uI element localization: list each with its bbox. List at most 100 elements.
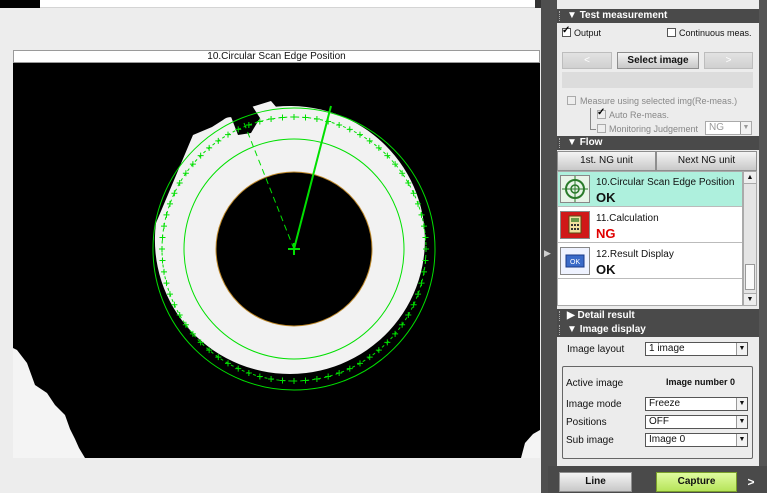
edge-point-marker bbox=[410, 301, 417, 308]
flow-list: 10.Circular Scan Edge Position OK 11.Cal… bbox=[557, 171, 743, 306]
edge-point-marker bbox=[418, 280, 425, 287]
edge-point-marker bbox=[392, 330, 399, 337]
measurement-image[interactable] bbox=[13, 63, 540, 458]
edge-point-marker bbox=[256, 118, 263, 125]
outer-scan-circle bbox=[152, 107, 436, 391]
edge-point-marker bbox=[245, 370, 252, 377]
detail-result-header[interactable]: ▶ Detail result bbox=[557, 309, 759, 323]
more-arrow-icon[interactable]: > bbox=[747, 475, 755, 489]
image-info-bar bbox=[562, 72, 753, 88]
edge-point-marker bbox=[268, 116, 275, 123]
edge-point-marker bbox=[420, 268, 427, 275]
edge-point-marker bbox=[422, 257, 429, 264]
image-window-title: 10.Circular Scan Edge Position bbox=[13, 50, 540, 63]
edge-point-marker bbox=[256, 373, 263, 380]
edge-point-marker bbox=[366, 137, 373, 144]
next-ng-unit-button[interactable]: Next NG unit bbox=[656, 151, 757, 171]
scan-line-solid bbox=[293, 105, 332, 250]
svg-text:OK: OK bbox=[570, 259, 580, 266]
flow-item-result-display[interactable]: OK 12.Result Display OK bbox=[558, 244, 742, 279]
line-button[interactable]: Line bbox=[559, 472, 632, 492]
edge-point-marker bbox=[336, 121, 343, 128]
edge-point-marker bbox=[176, 312, 183, 318]
edge-point-marker bbox=[159, 246, 165, 252]
expand-arrow-icon[interactable]: ▶ bbox=[544, 248, 551, 258]
image-layout-select[interactable]: 1 image ▼ bbox=[645, 342, 748, 356]
sub-image-label: Sub image bbox=[566, 435, 614, 446]
output-checkbox[interactable] bbox=[562, 25, 571, 37]
positions-select[interactable]: OFF ▼ bbox=[645, 415, 748, 429]
bottom-right-blob bbox=[521, 430, 540, 458]
edge-point-marker bbox=[189, 330, 196, 337]
monitoring-checkbox[interactable] bbox=[597, 124, 606, 133]
edge-point-marker bbox=[313, 375, 320, 382]
edge-point-marker bbox=[161, 223, 168, 230]
edge-point-marker bbox=[161, 268, 168, 275]
auto-remeas-checkbox[interactable] bbox=[597, 107, 606, 119]
edge-point-marker bbox=[206, 347, 213, 354]
flow-item-calculation[interactable]: 11.Calculation NG bbox=[558, 208, 742, 243]
flow-item-result: NG bbox=[596, 226, 616, 241]
edge-point-marker bbox=[423, 246, 429, 252]
edge-point-marker bbox=[291, 378, 297, 384]
chevron-down-icon: ▼ bbox=[736, 343, 747, 355]
select-image-button[interactable]: Select image bbox=[617, 52, 699, 69]
top-strip bbox=[0, 0, 546, 8]
flow-scrollbar[interactable]: ▲ ▼ bbox=[743, 171, 757, 306]
edge-point-marker bbox=[182, 321, 189, 328]
continuous-label: Continuous meas. bbox=[679, 28, 752, 38]
edge-point-marker bbox=[189, 161, 196, 168]
flow-item-circular-scan[interactable]: 10.Circular Scan Edge Position OK bbox=[558, 172, 742, 207]
image-display-header[interactable]: ▼ Image display bbox=[557, 323, 759, 337]
capture-button[interactable]: Capture bbox=[656, 472, 737, 492]
edge-point-marker bbox=[163, 211, 170, 218]
edge-point-marker bbox=[336, 370, 343, 377]
edge-point-marker bbox=[410, 190, 417, 197]
scroll-thumb[interactable] bbox=[745, 264, 755, 290]
edge-point-marker bbox=[346, 365, 353, 372]
edge-point-marker bbox=[357, 131, 363, 138]
flow-item-result: OK bbox=[596, 190, 616, 205]
edge-point-marker bbox=[405, 180, 412, 186]
sub-image-select[interactable]: Image 0 ▼ bbox=[645, 433, 748, 447]
edge-point-marker bbox=[302, 377, 309, 384]
edge-point-marker bbox=[420, 223, 427, 230]
panel-scrollbar[interactable] bbox=[759, 0, 767, 493]
edge-point-marker bbox=[171, 190, 178, 197]
positions-label: Positions bbox=[566, 417, 607, 428]
panel-splitter[interactable] bbox=[541, 0, 557, 493]
first-ng-unit-button[interactable]: 1st. NG unit bbox=[557, 151, 656, 171]
edge-point-marker bbox=[399, 321, 406, 328]
edge-point-marker bbox=[166, 291, 173, 298]
active-image-value: Image number 0 bbox=[666, 377, 736, 387]
prev-image-button[interactable]: < bbox=[562, 52, 612, 69]
measure-selected-checkbox[interactable] bbox=[567, 96, 576, 105]
edge-point-marker bbox=[325, 118, 332, 125]
edge-point-marker bbox=[197, 152, 204, 159]
edge-point-marker bbox=[215, 354, 222, 361]
flow-header[interactable]: ▼ Flow bbox=[557, 136, 759, 150]
test-measurement-header[interactable]: ▼ Test measurement bbox=[557, 9, 759, 23]
image-settings-group bbox=[562, 366, 753, 459]
edge-point-marker bbox=[384, 339, 391, 346]
flow-item-name: 12.Result Display bbox=[596, 249, 674, 260]
active-image-label: Active image bbox=[566, 378, 624, 389]
chevron-down-icon: ▼ bbox=[736, 416, 747, 428]
measurement-image-svg bbox=[13, 63, 540, 458]
edge-point-marker bbox=[405, 312, 412, 318]
flow-item-name: 10.Circular Scan Edge Position bbox=[596, 177, 735, 188]
scroll-down-icon[interactable]: ▼ bbox=[744, 293, 756, 305]
chevron-down-icon: ▼ bbox=[736, 398, 747, 410]
edge-point-marker bbox=[392, 161, 399, 168]
edge-point-marker bbox=[163, 280, 170, 287]
edge-point-marker bbox=[225, 131, 231, 138]
middle-scan-circle bbox=[183, 138, 405, 360]
continuous-checkbox[interactable] bbox=[667, 28, 676, 37]
calculator-icon bbox=[560, 211, 590, 239]
image-mode-select[interactable]: Freeze ▼ bbox=[645, 397, 748, 411]
monitoring-select[interactable]: NG ▼ bbox=[705, 121, 752, 135]
edge-point-marker bbox=[366, 354, 373, 361]
next-image-button[interactable]: > bbox=[704, 52, 753, 69]
scroll-up-icon[interactable]: ▲ bbox=[744, 172, 756, 184]
flow-item-result: OK bbox=[596, 262, 616, 277]
